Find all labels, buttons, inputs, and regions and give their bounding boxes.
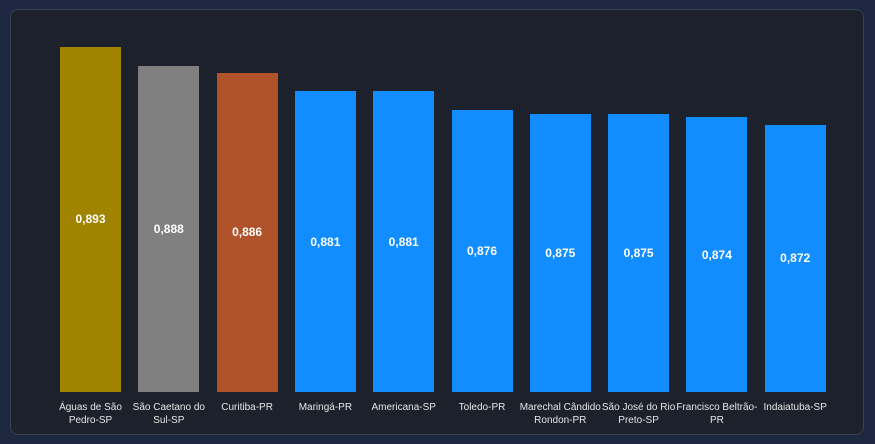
x-tick-label: Americana-SP [371,402,436,413]
x-tick-label: Marechal Cândido Rondon-PR [519,402,601,426]
bar [529,113,591,392]
data-label: 0,875 [623,245,654,260]
bar [686,117,748,392]
bar [608,113,670,392]
x-tick-label: Indaiatuba-SP [763,402,827,413]
bar [764,124,826,392]
data-label: 0,881 [310,234,341,249]
bar [60,46,121,392]
x-tick-label: Francisco Beltrão-PR [676,402,758,426]
bar [451,110,513,392]
data-label: 0,872 [780,251,811,266]
x-tick-label: Toledo-PR [458,402,506,413]
data-label: 0,874 [701,247,732,262]
data-label: 0,888 [153,221,184,236]
bar [216,72,278,392]
data-label: 0,881 [388,234,419,249]
x-tick-label: São José do Rio Preto-SP [601,402,676,426]
data-label: 0,886 [232,225,263,240]
bar [294,91,356,392]
x-tick-label: Maringá-PR [298,402,353,413]
x-tick-label: Curitiba-PR [221,402,273,413]
x-tick-label: São Caetano do Sul-SP [132,402,205,426]
data-label: 0,876 [466,244,498,259]
data-label: 0,893 [75,212,106,227]
bar [138,65,200,392]
data-label: 0,875 [545,245,576,260]
x-tick-label: Águas de São Pedro-SP [59,402,122,426]
bar [373,91,435,392]
